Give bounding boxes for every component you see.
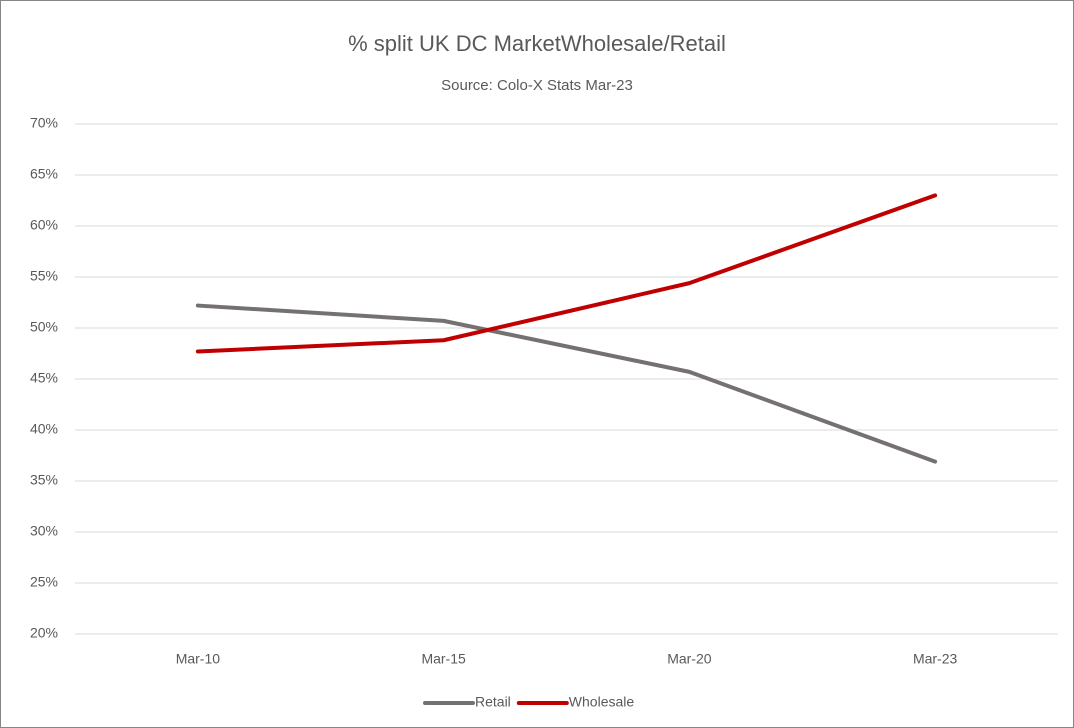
- y-tick-label: 25%: [30, 574, 58, 590]
- y-tick-label: 50%: [30, 319, 58, 335]
- x-tick-label: Mar-10: [176, 651, 221, 667]
- y-tick-label: 65%: [30, 166, 58, 182]
- chart-title: % split UK DC MarketWholesale/Retail: [348, 31, 726, 56]
- legend-label: Retail: [475, 694, 511, 710]
- chart-subtitle: Source: Colo-X Stats Mar-23: [441, 77, 633, 94]
- legend-label: Wholesale: [569, 694, 635, 710]
- y-tick-label: 45%: [30, 370, 58, 386]
- y-tick-label: 40%: [30, 421, 58, 437]
- y-tick-label: 55%: [30, 268, 58, 284]
- x-tick-label: Mar-15: [421, 651, 466, 667]
- x-tick-label: Mar-23: [913, 651, 958, 667]
- y-tick-label: 20%: [30, 625, 58, 641]
- y-tick-label: 70%: [30, 115, 58, 131]
- x-tick-label: Mar-20: [667, 651, 712, 667]
- y-tick-label: 35%: [30, 472, 58, 488]
- y-tick-label: 60%: [30, 217, 58, 233]
- line-series: [195, 193, 938, 354]
- y-tick-label: 30%: [30, 523, 58, 539]
- line-series: [195, 303, 938, 464]
